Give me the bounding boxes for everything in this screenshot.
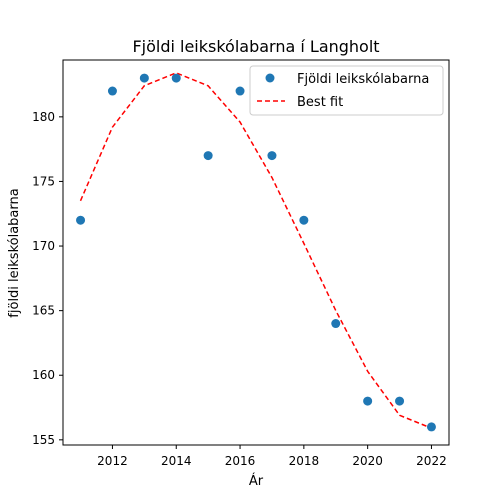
data-point [267, 151, 277, 161]
y-axis: 155 160 165 170 175 180 [32, 110, 63, 447]
data-point [331, 319, 341, 329]
data-point [395, 396, 405, 406]
x-tick-label: 2022 [416, 454, 447, 468]
y-tick-label: 160 [32, 368, 55, 382]
legend: Fjöldi leikskólabarna Best fit [249, 65, 444, 116]
x-tick-label: 2016 [225, 454, 256, 468]
axes-frame [62, 59, 450, 446]
legend-marker-observed [265, 73, 275, 83]
y-tick-label: 155 [32, 433, 55, 447]
x-tick-label: 2018 [289, 454, 320, 468]
legend-label-fit: Best fit [297, 95, 343, 110]
data-point [363, 396, 373, 406]
data-point [299, 215, 309, 225]
y-tick-label: 180 [32, 110, 55, 124]
plot-area [62, 59, 450, 446]
legend-frame [249, 65, 444, 116]
best-fit-line [79, 72, 432, 429]
data-point [76, 215, 86, 225]
data-layer [76, 72, 436, 432]
chart-title: Fjöldi leikskólabarna í Langholt [132, 37, 379, 56]
data-point [203, 151, 213, 161]
data-point [426, 422, 436, 432]
y-tick-label: 170 [32, 239, 55, 253]
x-tick-label: 2012 [97, 454, 128, 468]
legend-label-observed: Fjöldi leikskólabarna [297, 72, 429, 87]
y-axis-label: fjöldi leikskólabarna [7, 188, 22, 317]
x-tick-label: 2014 [161, 454, 192, 468]
x-tick-label: 2020 [352, 454, 383, 468]
x-axis: 2012 2014 2016 2018 2020 2022 [97, 445, 447, 468]
data-point [107, 86, 117, 96]
data-point [235, 86, 245, 96]
y-tick-label: 175 [32, 174, 55, 188]
data-point [139, 73, 149, 83]
y-tick-label: 165 [32, 304, 55, 318]
x-axis-label: Ár [249, 473, 264, 489]
data-point [171, 73, 181, 83]
